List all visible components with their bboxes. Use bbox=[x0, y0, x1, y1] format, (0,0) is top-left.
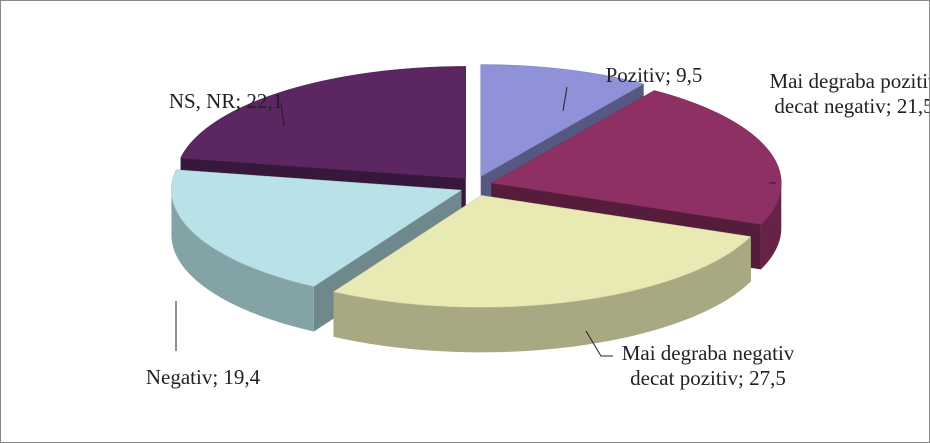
leader-line bbox=[585, 330, 613, 357]
data-label: Mai degraba negativ decat pozitiv; 27,5 bbox=[621, 341, 795, 390]
slice bbox=[332, 195, 752, 353]
slice-wall bbox=[760, 183, 782, 270]
data-label: Mai degraba pozitiv decat negativ; 21,5 bbox=[769, 69, 930, 118]
data-label: NS, NR; 22,1 bbox=[168, 89, 284, 113]
data-label: Negativ; 19,4 bbox=[145, 365, 261, 389]
slice-wall bbox=[171, 190, 314, 332]
leader-line bbox=[562, 86, 568, 112]
slice-top bbox=[171, 169, 463, 287]
slice-top bbox=[180, 66, 467, 179]
leader-line bbox=[280, 102, 285, 127]
data-label: Pozitiv; 9,5 bbox=[605, 63, 703, 87]
slice-wall bbox=[333, 236, 751, 353]
slice-top bbox=[332, 195, 752, 308]
slice-top bbox=[490, 90, 782, 225]
slice-top bbox=[480, 64, 645, 177]
